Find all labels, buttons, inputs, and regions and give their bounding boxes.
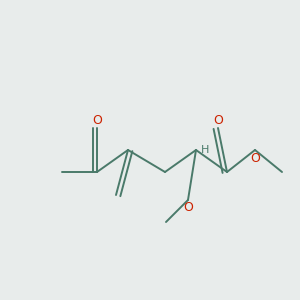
Text: H: H [201, 145, 209, 155]
Text: O: O [183, 201, 193, 214]
Text: O: O [250, 152, 260, 165]
Text: O: O [92, 114, 102, 127]
Text: O: O [213, 114, 223, 127]
